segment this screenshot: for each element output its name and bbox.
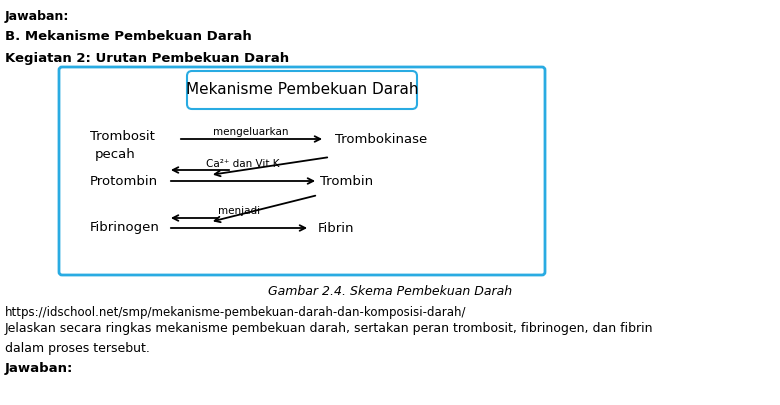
Text: dalam proses tersebut.: dalam proses tersebut. bbox=[5, 342, 150, 355]
Text: Gambar 2.4. Skema Pembekuan Darah: Gambar 2.4. Skema Pembekuan Darah bbox=[268, 285, 512, 298]
Text: Ca²⁺ dan Vit K: Ca²⁺ dan Vit K bbox=[206, 159, 280, 169]
Text: Fibrinogen: Fibrinogen bbox=[90, 222, 160, 234]
Text: Protombin: Protombin bbox=[90, 175, 158, 188]
Text: Mekanisme Pembekuan Darah: Mekanisme Pembekuan Darah bbox=[186, 83, 418, 98]
FancyBboxPatch shape bbox=[187, 71, 417, 109]
Text: Trombin: Trombin bbox=[320, 175, 373, 188]
Text: Trombosit: Trombosit bbox=[90, 130, 155, 143]
Text: Jelaskan secara ringkas mekanisme pembekuan darah, sertakan peran trombosit, fib: Jelaskan secara ringkas mekanisme pembek… bbox=[5, 322, 654, 335]
Text: Jawaban:: Jawaban: bbox=[5, 362, 73, 375]
Text: Fibrin: Fibrin bbox=[318, 222, 354, 234]
Text: Kegiatan 2: Urutan Pembekuan Darah: Kegiatan 2: Urutan Pembekuan Darah bbox=[5, 52, 289, 65]
Text: menjadi: menjadi bbox=[218, 206, 260, 216]
Text: Jawaban:: Jawaban: bbox=[5, 10, 69, 23]
Text: pecah: pecah bbox=[95, 148, 136, 161]
Text: https://idschool.net/smp/mekanisme-pembekuan-darah-dan-komposisi-darah/: https://idschool.net/smp/mekanisme-pembe… bbox=[5, 306, 466, 319]
Text: mengeluarkan: mengeluarkan bbox=[213, 127, 289, 137]
Text: B. Mekanisme Pembekuan Darah: B. Mekanisme Pembekuan Darah bbox=[5, 30, 252, 43]
Text: Trombokinase: Trombokinase bbox=[335, 132, 427, 145]
FancyBboxPatch shape bbox=[59, 67, 545, 275]
